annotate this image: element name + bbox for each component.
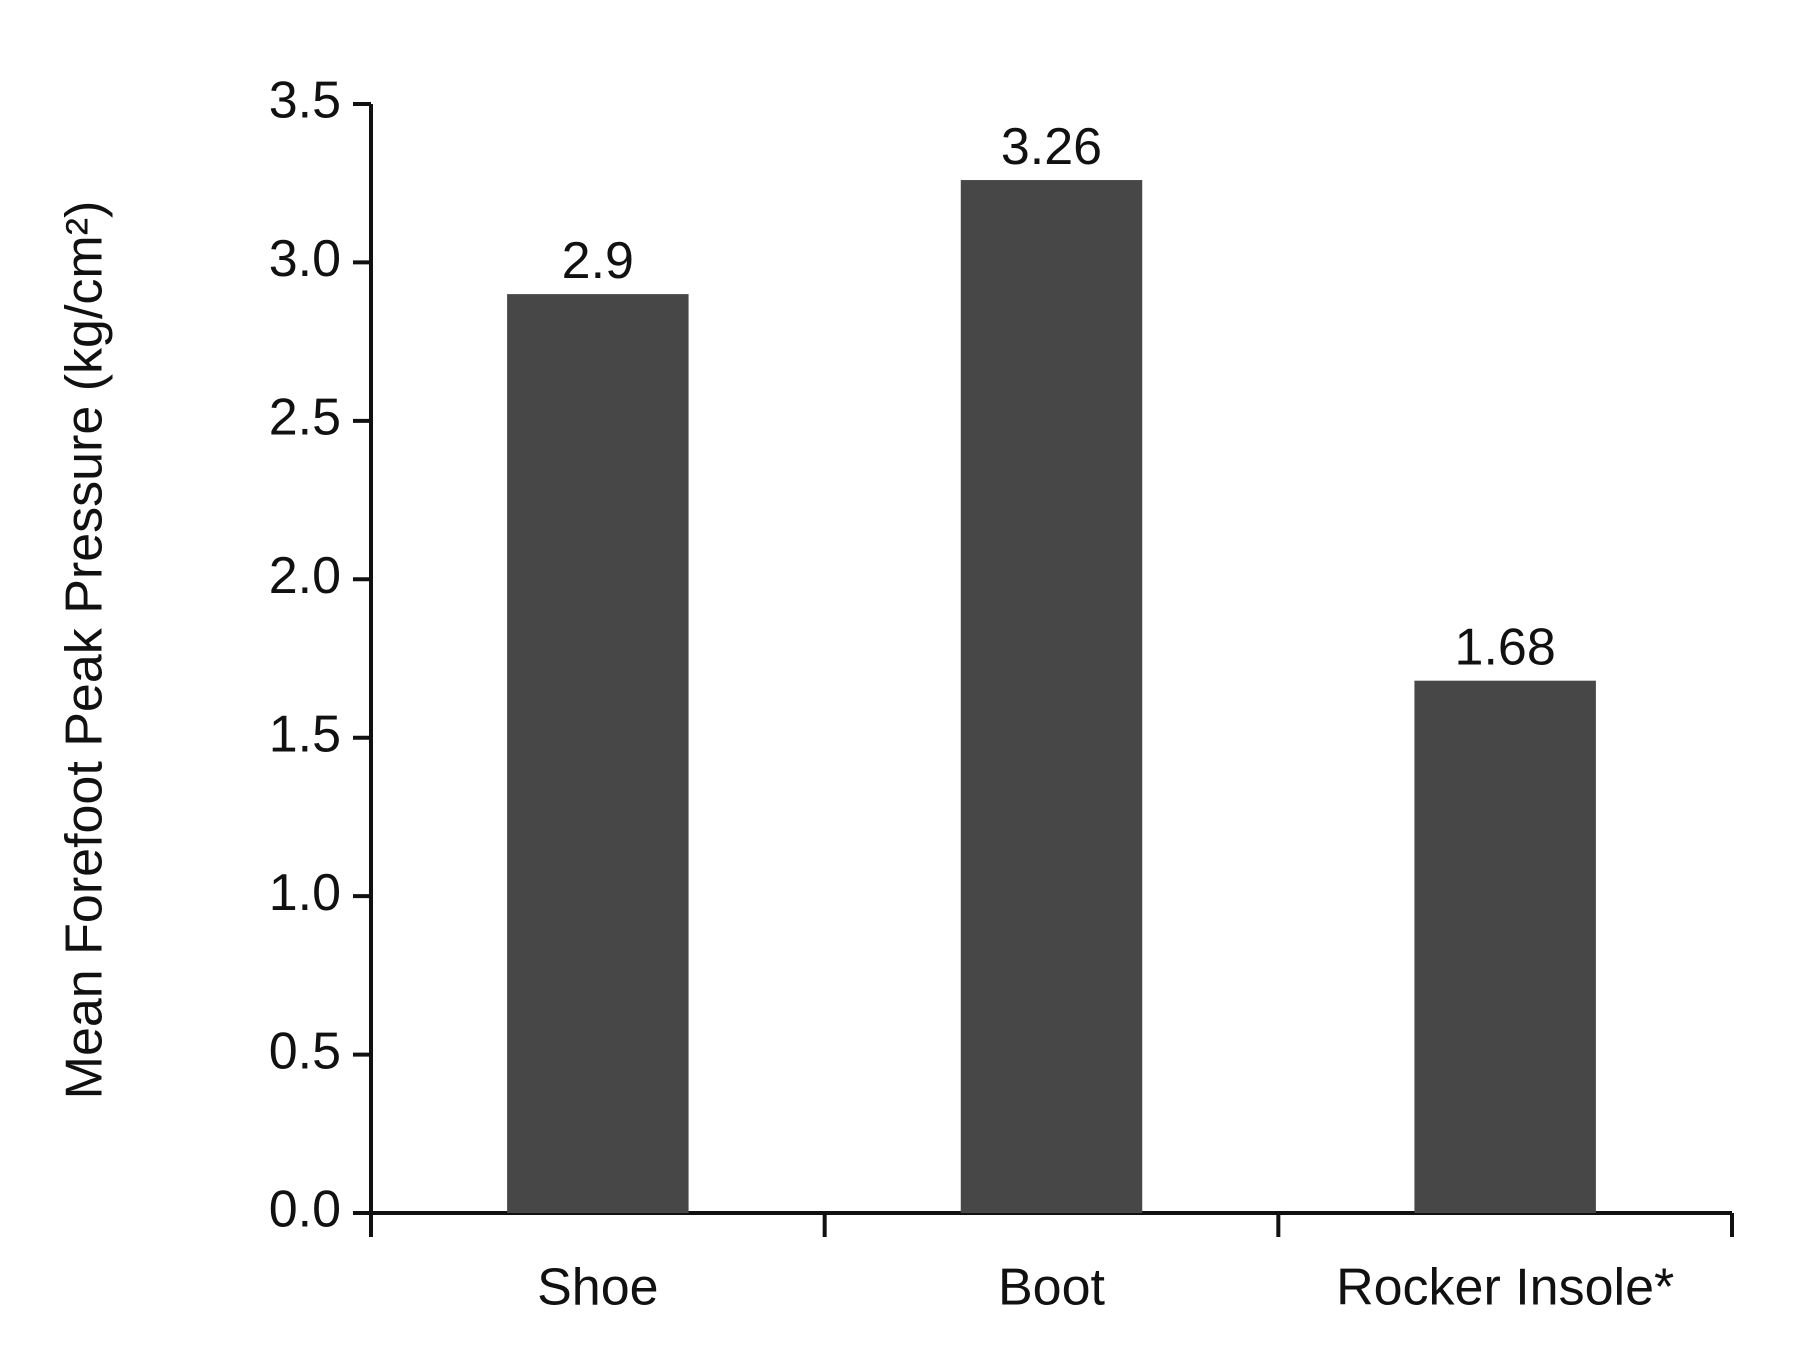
y-tick-label: 0.5 — [269, 1022, 341, 1080]
x-tick-label: Boot — [998, 1259, 1106, 1317]
bar — [1414, 680, 1596, 1213]
value-label: 3.26 — [1001, 118, 1102, 176]
y-tick-label: 1.0 — [269, 864, 341, 922]
y-tick-label: 3.5 — [269, 72, 341, 130]
y-tick-label: 0.0 — [269, 1181, 341, 1239]
x-tick-label: Rocker Insole* — [1336, 1259, 1674, 1317]
y-axis-label: Mean Forefoot Peak Pressure (kg/cm²) — [56, 201, 114, 1100]
y-tick-label: 2.5 — [269, 389, 341, 447]
bar — [960, 180, 1143, 1214]
value-label: 1.68 — [1455, 618, 1556, 676]
x-tick-label: Shoe — [537, 1259, 658, 1317]
y-tick-label: 1.5 — [269, 705, 341, 763]
value-label: 2.9 — [562, 232, 634, 290]
y-tick-label: 3.0 — [269, 230, 341, 288]
y-tick-label: 2.0 — [269, 547, 341, 605]
bar — [507, 294, 689, 1214]
